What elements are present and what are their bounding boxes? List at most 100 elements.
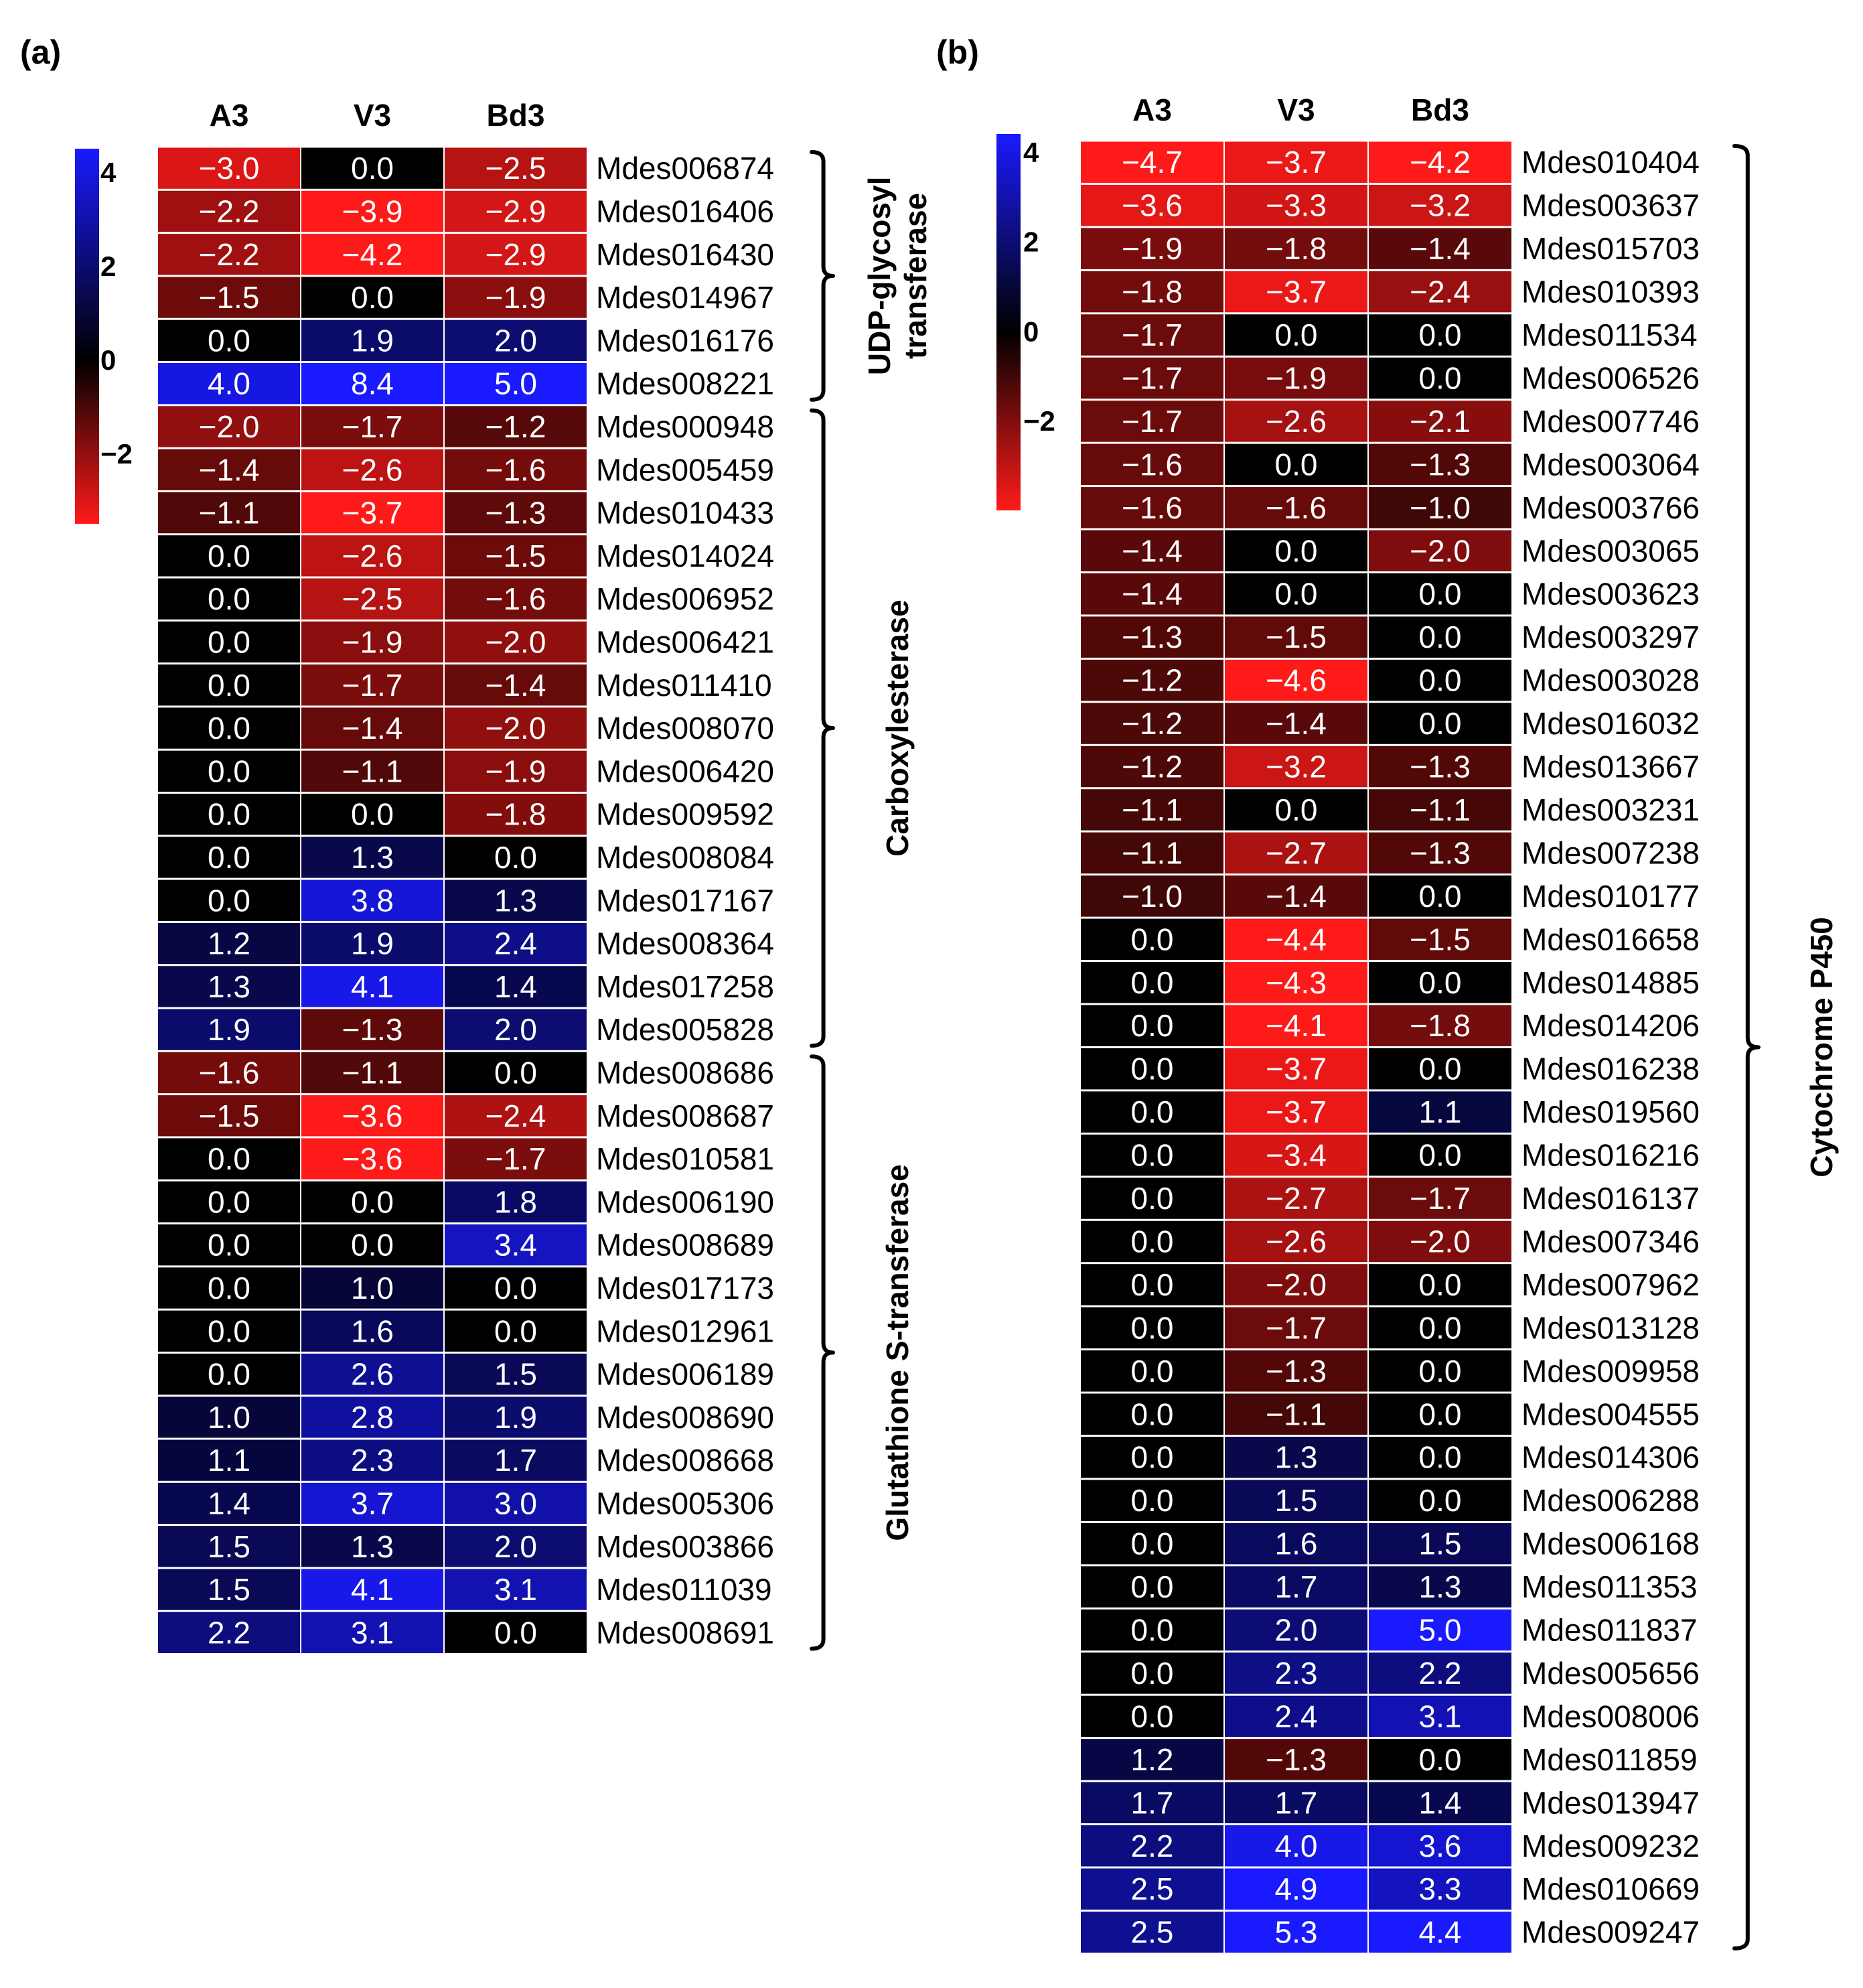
cell-value-b-18-2: −1.5 <box>1410 922 1471 956</box>
cell-value-a-8-1: −3.7 <box>342 496 403 530</box>
heatmap-cell-a-31-2 <box>445 1482 587 1524</box>
gene-label-a-14: Mdes006420 <box>596 754 774 788</box>
heatmap-cell-a-11-0 <box>158 621 300 663</box>
heatmap-cell-a-24-0 <box>158 1181 300 1222</box>
heatmap-cell-b-32-2 <box>1369 1522 1511 1565</box>
cell-value-a-17-2: 1.3 <box>494 883 537 918</box>
cell-value-b-33-1: 1.7 <box>1275 1569 1318 1604</box>
heatmap-cell-b-18-2 <box>1369 918 1511 961</box>
cell-value-a-6-0: −2.0 <box>199 409 260 444</box>
cell-value-a-8-2: −1.3 <box>486 496 546 530</box>
column-header-b-bd3: Bd3 <box>1411 92 1469 127</box>
cell-value-b-29-1: −1.1 <box>1266 1397 1327 1431</box>
cell-value-b-41-0: 2.5 <box>1131 1915 1174 1950</box>
group-brace-a-0 <box>810 150 835 402</box>
cell-value-b-23-2: 0.0 <box>1419 1138 1462 1173</box>
colorbar-tick-b-2: 0 <box>1023 315 1039 347</box>
cell-value-b-35-0: 0.0 <box>1131 1656 1174 1691</box>
cell-value-b-6-2: −2.1 <box>1410 404 1471 439</box>
cell-value-b-7-1: 0.0 <box>1275 447 1318 482</box>
cell-value-b-15-2: −1.1 <box>1410 792 1471 827</box>
cell-value-a-14-1: −1.1 <box>342 754 403 788</box>
heatmap-cell-a-32-1 <box>301 1526 443 1567</box>
cell-value-b-15-1: 0.0 <box>1275 792 1318 827</box>
cell-value-a-3-2: −1.9 <box>486 280 546 315</box>
gene-label-a-25: Mdes008689 <box>596 1228 774 1263</box>
cell-value-b-18-0: 0.0 <box>1131 922 1174 956</box>
heatmap-cell-a-23-0 <box>158 1138 300 1180</box>
gene-label-a-10: Mdes006952 <box>596 581 774 616</box>
cell-value-a-23-0: 0.0 <box>208 1141 250 1176</box>
cell-value-b-41-1: 5.3 <box>1275 1915 1318 1950</box>
cell-value-a-31-1: 3.7 <box>351 1486 394 1520</box>
heatmap-cell-b-35-0 <box>1081 1652 1223 1694</box>
heatmap-cell-a-12-2 <box>445 664 587 706</box>
cell-value-a-21-1: −1.1 <box>342 1055 403 1090</box>
cell-value-a-7-0: −1.4 <box>199 452 260 487</box>
cell-value-a-21-2: 0.0 <box>494 1055 537 1090</box>
cell-value-a-12-0: 0.0 <box>208 668 250 703</box>
cell-value-b-5-0: −1.7 <box>1122 360 1183 395</box>
heatmap-cell-b-19-0 <box>1081 962 1223 1003</box>
gene-label-a-20: Mdes005828 <box>596 1012 774 1047</box>
heatmap-cell-b-40-1 <box>1225 1868 1367 1910</box>
heatmap-cell-a-20-1 <box>301 1009 443 1050</box>
cell-value-b-3-1: −3.7 <box>1266 275 1327 309</box>
cell-value-a-8-0: −1.1 <box>199 496 260 530</box>
cell-value-b-10-1: 0.0 <box>1275 577 1318 612</box>
gene-label-a-13: Mdes008070 <box>596 711 774 746</box>
cell-value-a-26-2: 0.0 <box>494 1271 537 1305</box>
heatmap-cell-a-9-0 <box>158 535 300 577</box>
cell-value-b-1-2: −3.2 <box>1410 188 1471 223</box>
cell-value-b-20-1: −4.1 <box>1266 1008 1327 1043</box>
cell-value-b-16-0: −1.1 <box>1122 835 1183 870</box>
heatmap-cell-b-13-0 <box>1081 703 1223 744</box>
gene-label-a-7: Mdes005459 <box>596 452 774 487</box>
group-label-a-1-0: Carboxylesterase <box>880 599 915 857</box>
cell-value-a-1-0: −2.2 <box>199 194 260 228</box>
heatmap-cell-a-32-0 <box>158 1526 300 1567</box>
heatmap-cell-b-23-2 <box>1369 1134 1511 1176</box>
heatmap-cell-b-9-2 <box>1369 530 1511 571</box>
heatmap-cell-b-7-1 <box>1225 443 1367 486</box>
heatmap-cell-b-6-0 <box>1081 401 1223 442</box>
heatmap-cell-b-38-2 <box>1369 1782 1511 1824</box>
gene-label-b-8: Mdes003766 <box>1521 490 1700 525</box>
cell-value-b-5-1: −1.9 <box>1266 360 1327 395</box>
heatmap-cell-b-7-2 <box>1369 443 1511 486</box>
gene-label-b-40: Mdes010669 <box>1521 1871 1700 1906</box>
gene-label-a-11: Mdes006421 <box>596 624 774 659</box>
cell-value-a-12-1: −1.7 <box>342 668 403 703</box>
gene-label-b-30: Mdes014306 <box>1521 1440 1700 1475</box>
gene-label-b-23: Mdes016216 <box>1521 1138 1700 1173</box>
heatmap-cell-b-34-2 <box>1369 1609 1511 1651</box>
group-label-a-2-0: Glutathione S-transferase <box>880 1164 915 1541</box>
gene-label-a-0: Mdes006874 <box>596 151 774 186</box>
cell-value-b-11-1: −1.5 <box>1266 620 1327 654</box>
gene-label-b-37: Mdes011859 <box>1521 1742 1698 1777</box>
cell-value-a-34-0: 2.2 <box>208 1615 250 1650</box>
heatmap-cell-a-30-0 <box>158 1439 300 1481</box>
gene-label-b-16: Mdes007238 <box>1521 835 1700 870</box>
heatmap-cell-a-17-0 <box>158 879 300 921</box>
cell-value-a-28-1: 2.6 <box>351 1357 394 1392</box>
heatmap-cell-a-6-0 <box>158 406 300 447</box>
cell-value-a-5-1: 8.4 <box>351 366 394 401</box>
heatmap-cell-b-1-0 <box>1081 184 1223 226</box>
heatmap-cell-b-28-1 <box>1225 1350 1367 1392</box>
heatmap-cell-a-13-2 <box>445 707 587 749</box>
heatmap-cell-b-36-1 <box>1225 1695 1367 1737</box>
gene-label-b-21: Mdes016238 <box>1521 1052 1700 1086</box>
gene-label-b-13: Mdes016032 <box>1521 706 1700 741</box>
heatmap-cell-a-10-0 <box>158 578 300 620</box>
heatmap-cell-b-24-0 <box>1081 1178 1223 1219</box>
gene-label-b-3: Mdes010393 <box>1521 275 1700 309</box>
cell-value-a-31-2: 3.0 <box>494 1486 537 1520</box>
cell-value-b-20-2: −1.8 <box>1410 1008 1471 1043</box>
heatmap-cell-b-38-0 <box>1081 1782 1223 1824</box>
heatmap-cell-b-3-0 <box>1081 271 1223 313</box>
heatmap-cell-b-12-0 <box>1081 659 1223 701</box>
gene-label-a-23: Mdes010581 <box>596 1141 774 1176</box>
heatmap-cell-a-11-1 <box>301 621 443 663</box>
column-header-b-a3: A3 <box>1132 92 1172 127</box>
